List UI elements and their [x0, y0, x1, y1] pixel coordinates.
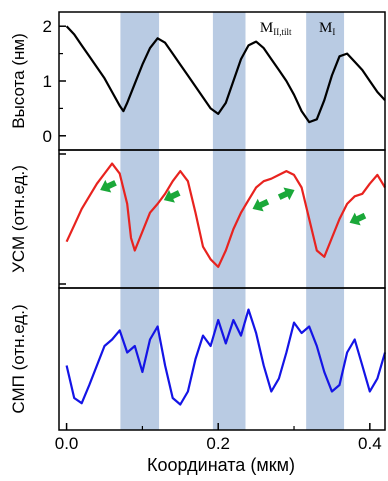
- x-tick-label: 0.2: [206, 434, 230, 453]
- arrow-marker: [163, 189, 181, 203]
- arrow-marker: [252, 198, 270, 212]
- series-line: [65, 25, 386, 124]
- x-tick-label: 0.4: [358, 434, 382, 453]
- highlight-band: [212, 12, 246, 430]
- series-annotation: MII,tilt: [260, 20, 292, 37]
- x-axis-label: Координата (мкм): [147, 455, 295, 475]
- y-axis-label-3: СМП (отн.ед.): [9, 304, 28, 413]
- y-tick-label: 2: [43, 17, 52, 36]
- x-tick-label: 0.0: [55, 434, 79, 453]
- arrow-marker: [349, 212, 367, 226]
- y-axis-label-2: УСМ (отн.ед.): [9, 165, 28, 273]
- series-line: [65, 308, 387, 406]
- y-tick-label: 0: [43, 127, 52, 146]
- panels: 0 1 2 Высота (нм) MII,tilt MI УСМ (отн.ед.) СМП…: [9, 11, 387, 431]
- x-axis: 0.0 0.2 0.4: [55, 423, 382, 453]
- y-axis-label-1: Высота (нм): [9, 33, 28, 129]
- series-line: [65, 162, 386, 268]
- y-tick-label: 1: [43, 72, 52, 91]
- panel-2: УСМ (отн.ед.): [9, 149, 386, 289]
- series-annotation: MI: [319, 20, 335, 37]
- panel-frame: [58, 287, 386, 431]
- panel-3: СМП (отн.ед.): [9, 287, 387, 431]
- annotation-subscript: I: [332, 27, 335, 37]
- arrow-marker: [277, 187, 295, 201]
- annotation-subscript: II,tilt: [273, 27, 292, 37]
- highlight-band: [120, 12, 160, 430]
- arrow-marker: [100, 179, 117, 193]
